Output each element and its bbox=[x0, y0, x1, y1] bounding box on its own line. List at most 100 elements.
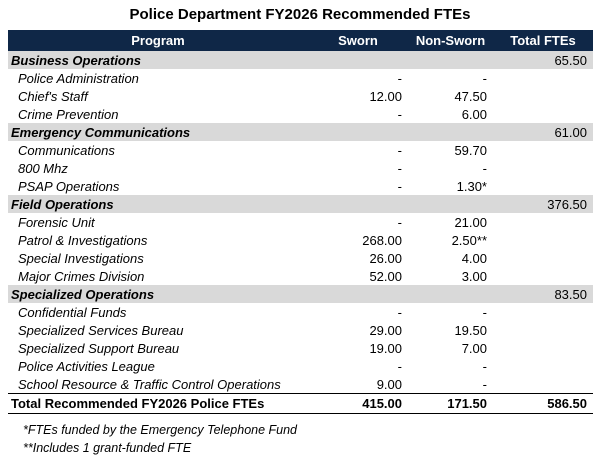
total-fte-cell bbox=[493, 321, 593, 339]
non-sworn-cell: - bbox=[482, 358, 487, 374]
non-sworn-cell: 2.50** bbox=[451, 232, 487, 248]
section-row: Emergency Communications 61.00 bbox=[8, 123, 593, 141]
total-fte-cell bbox=[493, 141, 593, 159]
sworn-cell: - bbox=[397, 214, 402, 230]
section-row: Specialized Operations 83.50 bbox=[8, 285, 593, 303]
program-cell: Police Administration bbox=[18, 70, 139, 86]
section-row: Business Operations 65.50 bbox=[8, 51, 593, 69]
program-cell: Patrol & Investigations bbox=[18, 232, 148, 248]
table-row: Communications - 59.70 bbox=[8, 141, 593, 159]
program-cell: Confidential Funds bbox=[18, 304, 127, 320]
program-cell: PSAP Operations bbox=[18, 178, 120, 194]
sworn-cell: - bbox=[397, 304, 402, 320]
non-sworn-cell: - bbox=[482, 160, 487, 176]
total-fte-cell: 376.50 bbox=[493, 195, 593, 213]
non-sworn-cell: 19.50 bbox=[454, 322, 487, 338]
total-fte-cell bbox=[493, 249, 593, 267]
total-fte-cell bbox=[493, 267, 593, 285]
non-sworn-cell: 21.00 bbox=[454, 214, 487, 230]
program-cell: Communications bbox=[18, 142, 115, 158]
footnote-etf: *FTEs funded by the Emergency Telephone … bbox=[23, 423, 298, 437]
sworn-cell: - bbox=[397, 106, 402, 122]
sworn-cell: - bbox=[397, 142, 402, 158]
table-row: Specialized Services Bureau 29.00 19.50 bbox=[8, 321, 593, 339]
footnotes: *FTEs funded by the Emergency Telephone … bbox=[23, 421, 297, 457]
sworn-cell: - bbox=[397, 358, 402, 374]
total-fte-cell bbox=[493, 375, 593, 394]
total-fte-cell bbox=[493, 69, 593, 87]
sworn-cell: - bbox=[397, 70, 402, 86]
total-fte-cell: 586.50 bbox=[493, 393, 593, 414]
sworn-cell: 52.00 bbox=[369, 268, 402, 284]
table-row: Major Crimes Division 52.00 3.00 bbox=[8, 267, 593, 285]
program-cell: 800 Mhz bbox=[18, 160, 68, 176]
program-cell: Major Crimes Division bbox=[18, 268, 145, 284]
sworn-cell: 268.00 bbox=[362, 232, 402, 248]
total-fte-cell bbox=[493, 231, 593, 249]
non-sworn-cell: 59.70 bbox=[454, 142, 487, 158]
sworn-cell: 26.00 bbox=[369, 250, 402, 266]
sworn-cell: - bbox=[397, 160, 402, 176]
table-row: Patrol & Investigations 268.00 2.50** bbox=[8, 231, 593, 249]
sworn-cell bbox=[308, 51, 408, 69]
total-fte-cell bbox=[493, 87, 593, 105]
total-sworn-cell: 415.00 bbox=[308, 393, 408, 414]
table-row: Confidential Funds - - bbox=[8, 303, 593, 321]
sworn-cell: 12.00 bbox=[369, 88, 402, 104]
table-row: 800 Mhz - - bbox=[8, 159, 593, 177]
table-row: Chief's Staff 12.00 47.50 bbox=[8, 87, 593, 105]
total-non-sworn-cell: 171.50 bbox=[408, 393, 493, 414]
program-cell: School Resource & Traffic Control Operat… bbox=[18, 376, 281, 392]
sworn-cell: 19.00 bbox=[369, 340, 402, 356]
total-fte-cell bbox=[493, 303, 593, 321]
program-cell: Specialized Support Bureau bbox=[18, 340, 180, 356]
total-fte-cell bbox=[493, 177, 593, 195]
sworn-cell bbox=[308, 123, 408, 141]
program-cell: Emergency Communications bbox=[8, 123, 308, 141]
non-sworn-cell: 1.30* bbox=[456, 178, 487, 194]
program-cell: Crime Prevention bbox=[18, 106, 119, 122]
column-header-program: Program bbox=[8, 30, 308, 51]
table-row: Special Investigations 26.00 4.00 bbox=[8, 249, 593, 267]
sworn-cell bbox=[308, 285, 408, 303]
column-header-total: Total FTEs bbox=[493, 30, 593, 51]
program-cell: Specialized Operations bbox=[8, 285, 308, 303]
non-sworn-cell bbox=[408, 51, 493, 69]
table-row: Police Activities League - - bbox=[8, 357, 593, 375]
total-fte-cell: 61.00 bbox=[493, 123, 593, 141]
sworn-cell: 9.00 bbox=[376, 376, 402, 392]
header-row: Program Sworn Non-Sworn Total FTEs bbox=[8, 30, 593, 51]
total-fte-cell: 65.50 bbox=[493, 51, 593, 69]
table-row: Forensic Unit - 21.00 bbox=[8, 213, 593, 231]
table-row: Crime Prevention - 6.00 bbox=[8, 105, 593, 123]
total-row-label: Total Recommended FY2026 Police FTEs bbox=[8, 393, 308, 414]
program-cell: Special Investigations bbox=[18, 250, 144, 266]
program-cell: Specialized Services Bureau bbox=[18, 322, 184, 338]
program-cell: Field Operations bbox=[8, 195, 308, 213]
non-sworn-cell: - bbox=[482, 304, 487, 320]
total-fte-cell bbox=[493, 213, 593, 231]
column-header-non-sworn: Non-Sworn bbox=[408, 30, 493, 51]
total-fte-cell bbox=[493, 357, 593, 375]
non-sworn-cell bbox=[408, 285, 493, 303]
column-header-sworn: Sworn bbox=[308, 30, 408, 51]
non-sworn-cell: 6.00 bbox=[461, 106, 487, 122]
sworn-cell bbox=[308, 195, 408, 213]
table-row: Specialized Support Bureau 19.00 7.00 bbox=[8, 339, 593, 357]
non-sworn-cell: 3.00 bbox=[461, 268, 487, 284]
non-sworn-cell: 7.00 bbox=[461, 340, 487, 356]
program-cell: Business Operations bbox=[8, 51, 308, 69]
total-fte-cell: 83.50 bbox=[493, 285, 593, 303]
non-sworn-cell: - bbox=[482, 376, 487, 392]
sworn-cell: - bbox=[397, 178, 402, 194]
non-sworn-cell: - bbox=[482, 70, 487, 86]
table-row: School Resource & Traffic Control Operat… bbox=[8, 375, 593, 394]
fte-table: Program Sworn Non-Sworn Total FTEs Busin… bbox=[8, 30, 593, 414]
table-row: PSAP Operations - 1.30* bbox=[8, 177, 593, 195]
section-row: Field Operations 376.50 bbox=[8, 195, 593, 213]
non-sworn-cell: 47.50 bbox=[454, 88, 487, 104]
total-fte-cell bbox=[493, 339, 593, 357]
program-cell: Forensic Unit bbox=[18, 214, 95, 230]
program-cell: Chief's Staff bbox=[18, 88, 88, 104]
